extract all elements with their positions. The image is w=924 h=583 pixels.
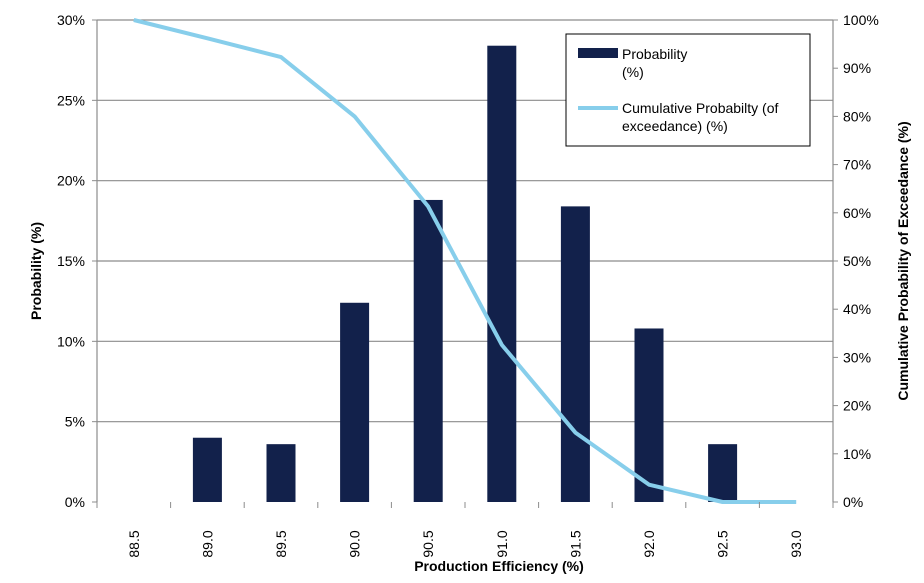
y-tick-label: 25%: [57, 92, 85, 108]
y2-tick-label: 90%: [843, 60, 871, 76]
x-tick-label: 90.5: [420, 530, 436, 557]
x-tick-label: 90.0: [347, 530, 363, 557]
y2-axis-title: Cumulative Probability of Exceedance (%): [895, 121, 911, 400]
y2-tick-label: 60%: [843, 205, 871, 221]
x-tick-label: 88.5: [126, 530, 142, 557]
bar: [414, 200, 443, 502]
bar: [487, 46, 516, 502]
y2-tick-label: 0%: [843, 494, 863, 510]
legend: Probability (%) Cumulative Probabilty (o…: [566, 34, 810, 146]
x-tick-label: 92.0: [641, 530, 657, 557]
y-tick-label: 30%: [57, 12, 85, 28]
legend-label-probability-1: Probability: [622, 46, 687, 62]
y-tick-label: 20%: [57, 173, 85, 189]
y2-tick-label: 20%: [843, 398, 871, 414]
bar: [708, 444, 737, 502]
y-axis-title: Probability (%): [28, 222, 44, 320]
x-tick-label: 92.5: [715, 530, 731, 557]
legend-label-cumulative-1: Cumulative Probabilty (of: [622, 100, 779, 116]
y2-tick-label: 50%: [843, 253, 871, 269]
legend-label-cumulative-2: exceedance) (%): [622, 118, 728, 134]
bar: [561, 206, 590, 502]
x-tick-label: 91.5: [567, 530, 583, 557]
y-tick-label: 5%: [65, 414, 85, 430]
x-tick-label: 91.0: [494, 530, 510, 557]
y2-tick-label: 30%: [843, 349, 871, 365]
y-tick-label: 10%: [57, 333, 85, 349]
x-tick-label: 93.0: [788, 530, 804, 557]
y2-tick-label: 100%: [843, 12, 879, 28]
x-tick-label: 89.0: [199, 530, 215, 557]
y2-tick-label: 80%: [843, 108, 871, 124]
x-tick-label: 89.5: [273, 530, 289, 557]
bar: [267, 444, 296, 502]
y-tick-label: 0%: [65, 494, 85, 510]
bar: [340, 303, 369, 502]
x-axis-title: Production Efficiency (%): [414, 558, 584, 574]
y2-tick-label: 70%: [843, 157, 871, 173]
legend-swatch-probability: [578, 48, 618, 58]
y2-tick-label: 10%: [843, 446, 871, 462]
bar: [193, 438, 222, 502]
y2-tick-label: 40%: [843, 301, 871, 317]
y-tick-label: 15%: [57, 253, 85, 269]
legend-label-probability-2: (%): [622, 64, 644, 80]
